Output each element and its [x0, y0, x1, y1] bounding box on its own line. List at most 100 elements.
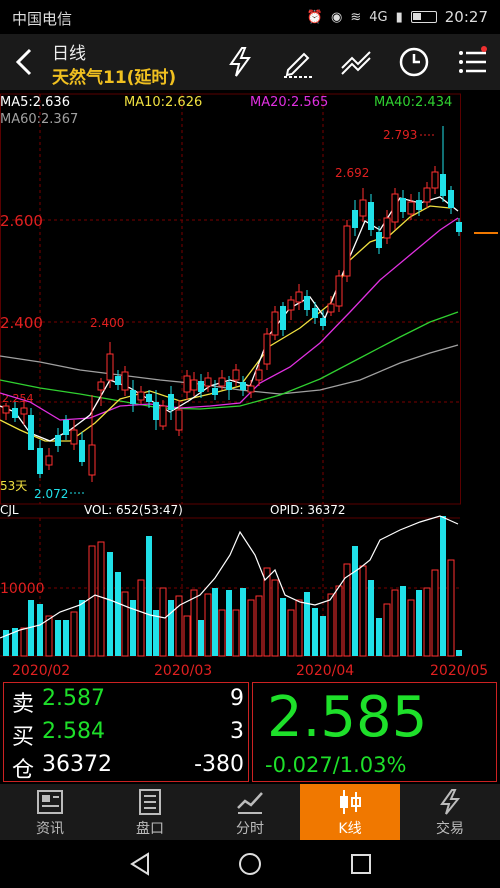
candle-39: [312, 308, 318, 318]
volume-bar-5: [45, 615, 53, 657]
signal-icon: ▮: [395, 9, 403, 25]
candle-53: [423, 187, 431, 203]
volume-bar-44: [352, 546, 358, 656]
tab-trade[interactable]: 交易: [400, 784, 500, 840]
nav-back-icon[interactable]: [130, 852, 149, 876]
volume-bar-43: [343, 563, 351, 657]
buy-row[interactable]: 买 2.584 3: [4, 716, 248, 750]
open-interest-label: 仓: [12, 758, 35, 783]
contract-name: 天然气11(延时): [52, 68, 177, 88]
back-arrow-icon[interactable]: [10, 44, 40, 80]
candle-45: [359, 199, 367, 217]
volume-bar-42: [335, 585, 343, 657]
sell-row[interactable]: 卖 2.587 9: [4, 683, 248, 717]
candle-48: [383, 217, 391, 239]
volume-bar-31: [247, 599, 255, 657]
volume-bar-28: [226, 590, 232, 656]
kline-chart[interactable]: MA5:2.636 MA10:2.626 MA20:2.565 MA40:2.4…: [0, 90, 500, 658]
volume-bar-57: [456, 650, 462, 656]
menu-icon[interactable]: [454, 44, 490, 80]
candle-19: [159, 405, 167, 427]
candle-18: [153, 402, 159, 420]
ma20-line: [0, 217, 459, 421]
high-annotation: 2.793: [383, 128, 417, 142]
volume-bar-2: [20, 627, 28, 657]
volume-bar-48: [383, 603, 391, 657]
volume-bar-19: [159, 587, 167, 657]
ma60-legend: MA60:2.367: [0, 112, 78, 127]
tab-orderbook[interactable]: 盘口: [100, 784, 200, 840]
volume-bar-45: [359, 565, 367, 657]
candle-44: [352, 210, 358, 228]
candle-2: [20, 407, 28, 415]
volume-bar-17: [146, 536, 152, 656]
candle-22: [183, 375, 191, 393]
tab-kline[interactable]: K线: [300, 784, 400, 840]
newspaper-icon: [37, 790, 63, 814]
tab-trade-label: 交易: [436, 821, 464, 837]
date-label-apr: 2020/04: [296, 663, 354, 679]
volume-bar-46: [368, 580, 374, 656]
ma40-legend: MA40:2.434: [374, 95, 452, 110]
candle-15: [130, 390, 136, 404]
indicator-icon[interactable]: [338, 44, 374, 80]
volume-bar-6: [55, 620, 61, 656]
ma5-legend: MA5:2.636: [0, 95, 70, 110]
candle-20: [168, 394, 174, 410]
volume-bar-3: [28, 600, 34, 656]
lightning-icon[interactable]: [222, 44, 258, 80]
candle-38: [304, 296, 310, 310]
ma20-legend: MA20:2.565: [250, 95, 328, 110]
candle-52: [416, 200, 422, 210]
status-bar: 中国电信 ⏰ ◉ ≋ 4G ▮ 20:27: [0, 0, 500, 34]
candle-5: [45, 455, 53, 466]
volume-bar-29: [232, 609, 240, 657]
volume-bar-14: [121, 591, 129, 657]
volume-bar-36: [287, 609, 295, 657]
ma10-line: [0, 205, 451, 442]
candle-27: [218, 377, 226, 387]
volume-bar-12: [107, 552, 113, 656]
nav-home-icon[interactable]: [239, 853, 261, 875]
volume-value: VOL: 652(53:47): [84, 503, 183, 517]
eye-icon: ◉: [331, 9, 343, 25]
volume-bar-4: [37, 604, 43, 656]
nav-recents-icon[interactable]: [351, 854, 371, 874]
tab-kline-label: K线: [338, 821, 362, 837]
volume-bar-50: [400, 586, 406, 656]
ma10-legend: MA10:2.626: [124, 95, 202, 110]
lightning-trade-icon: [440, 789, 461, 815]
open-interest-value: OPID: 36372: [270, 503, 346, 517]
days-count: 53天: [0, 479, 27, 493]
date-axis: 2020/02 2020/03 2020/04 2020/05: [12, 663, 488, 679]
volume-bar-54: [431, 569, 439, 657]
candle-49: [391, 193, 399, 223]
candle-11: [97, 381, 105, 391]
volume-bar-7: [63, 620, 69, 656]
candle-16: [137, 391, 145, 401]
candle-1: [12, 408, 18, 418]
alarm-icon: ⏰: [306, 9, 323, 25]
trend-line-icon: [237, 792, 263, 814]
draw-pen-icon[interactable]: [280, 44, 316, 80]
candle-31: [247, 385, 255, 393]
clock-icon[interactable]: [396, 44, 432, 80]
volume-bar-47: [376, 618, 382, 656]
volume-bar-35: [280, 598, 286, 656]
price-change: -0.027/1.03%: [265, 753, 407, 777]
open-interest-total: 36372: [42, 752, 112, 777]
tab-timeshare[interactable]: 分时: [200, 784, 300, 840]
candle-30: [240, 382, 246, 390]
volume-bar-30: [240, 588, 246, 656]
tab-news[interactable]: 资讯: [0, 784, 100, 840]
candle-25: [204, 377, 212, 387]
sell-price: 2.587: [42, 686, 105, 711]
volume-bar-25: [204, 593, 212, 657]
volume-bar-11: [97, 541, 105, 657]
candle-29: [232, 369, 240, 381]
volume-bar-41: [327, 593, 335, 657]
open-interest-change: -380: [194, 752, 244, 777]
candle-37: [295, 291, 303, 303]
sell-quantity: 9: [230, 686, 244, 711]
tab-orderbook-label: 盘口: [136, 821, 164, 837]
